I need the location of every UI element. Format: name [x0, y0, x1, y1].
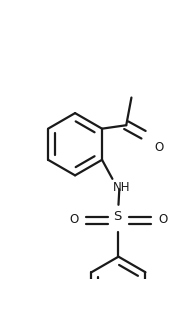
- Text: S: S: [113, 210, 122, 223]
- Text: NH: NH: [112, 181, 130, 194]
- Text: O: O: [69, 213, 79, 226]
- Text: O: O: [158, 213, 167, 226]
- Text: O: O: [154, 141, 163, 154]
